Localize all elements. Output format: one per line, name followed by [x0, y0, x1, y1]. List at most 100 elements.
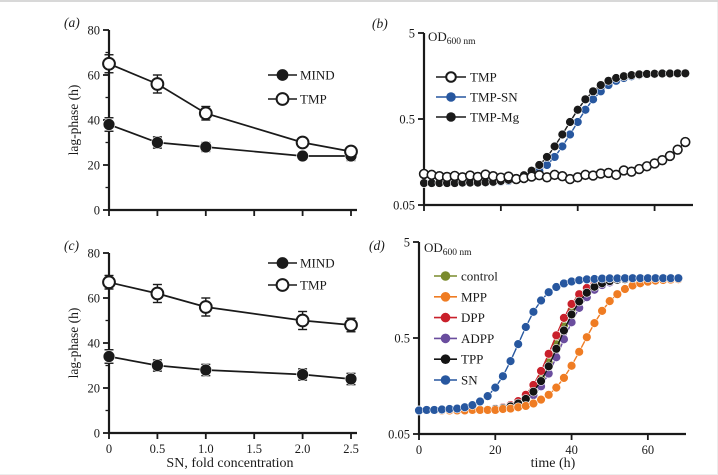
legend-item-TMP-SN: TMP-SN — [436, 90, 518, 105]
y-tick-label: 80 — [88, 246, 101, 260]
legend-marker — [276, 257, 289, 269]
panel-d-od600-label: OD600 nm — [424, 240, 472, 258]
data-point — [551, 344, 562, 354]
y-tick-label: 40 — [88, 113, 101, 127]
panel-d-chart: 0.05 0.5 5 0 20 40 60 control MPP DPP ADPP TPP SN — [388, 235, 686, 457]
legend-marker — [446, 92, 456, 102]
x-tick-label: 60 — [642, 443, 655, 457]
y-tick-label: 40 — [88, 336, 101, 350]
y-tick-label: 20 — [88, 158, 101, 172]
legend-label: SN — [461, 373, 478, 388]
y-tick-label: 0.5 — [399, 112, 415, 126]
legend-marker — [440, 312, 451, 323]
panel-d-x-axis-title: time (h) — [531, 456, 576, 471]
data-point — [565, 117, 575, 127]
data-point — [559, 325, 569, 336]
data-point — [467, 400, 478, 410]
legend-label: TMP — [470, 70, 497, 85]
panel-a-chart: 0 20 40 60 80 MIND TMP — [88, 23, 358, 217]
legend-item-TPP: TPP — [434, 352, 483, 367]
legend-item-DPP: DPP — [434, 310, 485, 325]
series-TMP — [102, 274, 358, 333]
data-point — [673, 273, 684, 283]
legend-item-TMP-Mg: TMP-Mg — [436, 110, 520, 125]
legend-marker — [275, 278, 290, 292]
data-point — [536, 295, 546, 306]
y-tick-label: 60 — [88, 291, 101, 305]
data-point — [475, 396, 485, 407]
series-SN — [414, 273, 684, 416]
legend-item-TMP: TMP — [268, 278, 327, 293]
data-point — [542, 152, 552, 162]
legend-label: TPP — [461, 352, 483, 367]
data-point — [536, 376, 546, 386]
legend-marker — [446, 112, 456, 122]
y-tick-label: 0 — [94, 203, 100, 217]
data-point — [198, 106, 213, 121]
data-point — [528, 398, 539, 409]
legend-marker — [276, 69, 289, 81]
data-point — [588, 86, 598, 96]
data-point — [582, 332, 592, 342]
axes — [107, 30, 357, 212]
data-point — [528, 307, 539, 317]
panel-a-letter: (a) — [64, 15, 80, 30]
data-point — [505, 356, 516, 366]
data-point — [619, 71, 629, 81]
series-TMP — [102, 54, 358, 159]
data-point — [150, 77, 165, 91]
y-tick-label: 80 — [88, 23, 101, 37]
data-point — [605, 296, 615, 306]
legend-item-TMP: TMP — [436, 70, 497, 85]
legend-label: TMP — [300, 92, 327, 107]
legend-label: DPP — [461, 310, 485, 325]
x-tick-label: 20 — [489, 443, 502, 457]
data-point — [498, 371, 508, 381]
series-TMP — [418, 136, 691, 185]
data-point — [597, 306, 607, 316]
legend-label: control — [461, 269, 498, 284]
data-point — [680, 68, 691, 78]
data-point — [543, 390, 554, 400]
data-point — [452, 403, 462, 414]
data-point — [513, 339, 523, 349]
data-point — [620, 284, 630, 294]
x-tick-label: 40 — [565, 443, 578, 457]
x-tick-label: 2.0 — [295, 442, 311, 456]
data-point — [528, 386, 539, 397]
x-tick-label: 2.5 — [343, 442, 359, 456]
legend-marker — [440, 375, 451, 385]
data-point — [296, 149, 309, 163]
legend-item-control: control — [434, 269, 498, 284]
y-tick-label: 0.05 — [393, 198, 415, 212]
legend-item-MPP: MPP — [434, 289, 487, 304]
legend-marker — [275, 92, 290, 106]
data-point — [536, 366, 546, 376]
y-tick-label: 0.05 — [388, 427, 410, 441]
data-point — [589, 318, 600, 328]
legend-marker — [445, 71, 457, 83]
data-point — [505, 403, 516, 414]
data-point — [521, 322, 531, 332]
data-point — [150, 286, 165, 301]
panel-d-letter: (d) — [369, 238, 385, 253]
legend-item-SN: SN — [434, 373, 478, 388]
data-point — [199, 363, 213, 377]
data-point — [344, 372, 358, 386]
data-point — [573, 105, 583, 115]
data-point — [551, 382, 562, 393]
data-point — [199, 140, 213, 154]
y-tick-label: 0.5 — [394, 331, 410, 345]
legend-label: MIND — [300, 256, 335, 271]
legend-label: TMP-Mg — [470, 110, 520, 125]
data-point — [102, 275, 116, 290]
data-point — [482, 391, 493, 401]
data-point — [536, 394, 546, 405]
legend-label: MPP — [461, 289, 487, 304]
panel-c-letter: (c) — [64, 238, 79, 253]
data-point — [551, 282, 562, 292]
data-point — [551, 330, 562, 341]
data-point — [672, 144, 683, 155]
